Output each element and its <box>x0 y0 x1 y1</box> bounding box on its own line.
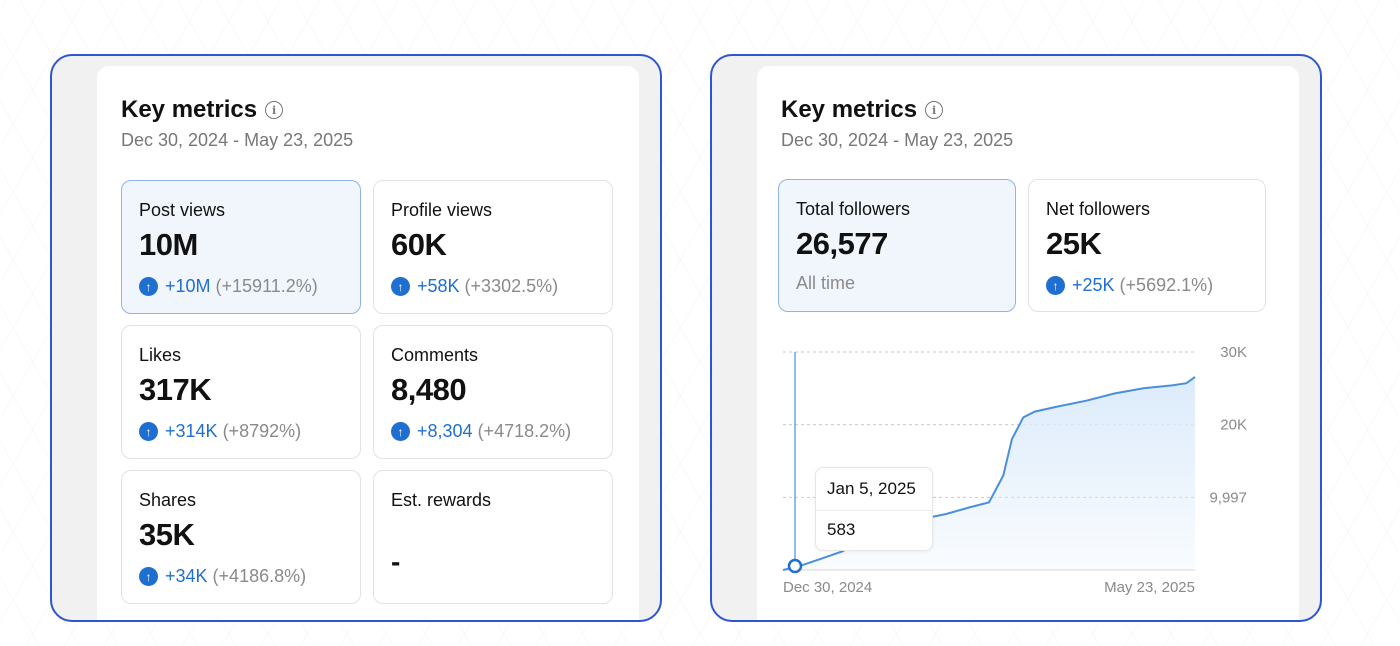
tile-percent: (+3302.5%) <box>464 276 559 296</box>
arrow-up-circle-icon: ↑ <box>391 277 410 296</box>
tile-value: 10M <box>139 227 198 262</box>
right-date-range: Dec 30, 2024 - May 23, 2025 <box>781 130 1014 150</box>
tooltip-divider <box>816 510 932 511</box>
tile-value: 26,577 <box>796 226 888 261</box>
tile-label: Likes <box>139 345 182 365</box>
tile-label: Comments <box>391 345 479 365</box>
tile-delta: +314K <box>165 421 218 441</box>
arrow-up-circle-icon: ↑ <box>1046 276 1065 295</box>
tile-comments[interactable]: Comments 8,480 ↑ +8,304 (+4718.2%) <box>373 325 613 459</box>
tile-delta: +58K <box>417 276 460 296</box>
tile-change: ↑ +25K (+5692.1%) <box>1046 275 1213 296</box>
tooltip-date: Jan 5, 2025 <box>827 479 916 498</box>
tile-value: 35K <box>139 517 195 552</box>
left-metrics-card: Key metrics i Dec 30, 2024 - May 23, 202… <box>97 66 639 620</box>
arrow-up-circle-icon: ↑ <box>139 567 158 586</box>
right-title-text: Key metrics <box>781 96 918 123</box>
tile-change: ↑ +8,304 (+4718.2%) <box>391 421 571 442</box>
tile-percent: (+15911.2%) <box>215 276 318 296</box>
tile-value: 25K <box>1046 226 1102 261</box>
tile-profile-views[interactable]: Profile views 60K ↑ +58K (+3302.5%) <box>373 180 613 314</box>
tile-total-followers[interactable]: Total followers 26,577 All time <box>778 179 1016 312</box>
tile-value: 60K <box>391 227 447 262</box>
tile-value: 8,480 <box>391 372 467 407</box>
tile-label: Total followers <box>796 199 911 219</box>
tile-change: ↑ +34K (+4186.8%) <box>139 566 306 587</box>
hover-point-marker <box>787 558 803 574</box>
tile-label: Post views <box>139 200 226 220</box>
tile-net-followers[interactable]: Net followers 25K ↑ +25K (+5692.1%) <box>1028 179 1266 312</box>
tile-percent: (+4186.8%) <box>212 566 307 586</box>
tile-delta: +10M <box>165 276 211 296</box>
tile-change: ↑ +10M (+15911.2%) <box>139 276 318 297</box>
right-key-metrics-title: Key metrics i <box>781 96 944 124</box>
right-panel-frame: Key metrics i Dec 30, 2024 - May 23, 202… <box>710 54 1322 622</box>
tile-likes[interactable]: Likes 317K ↑ +314K (+8792%) <box>121 325 361 459</box>
tile-label: Est. rewards <box>391 490 492 510</box>
arrow-up-circle-icon: ↑ <box>391 422 410 441</box>
tile-label: Net followers <box>1046 199 1151 219</box>
tile-subtext: All time <box>796 273 856 293</box>
left-title-text: Key metrics <box>121 96 258 123</box>
tile-change: ↑ +314K (+8792%) <box>139 421 301 442</box>
tile-label: Profile views <box>391 200 493 220</box>
tile-est-rewards[interactable]: Est. rewards - <box>373 470 613 604</box>
x-tick-label: Dec 30, 2024 <box>783 579 872 596</box>
right-metrics-card: Key metrics i Dec 30, 2024 - May 23, 202… <box>757 66 1299 620</box>
tile-delta: +8,304 <box>417 421 473 441</box>
page-heading-cut <box>0 0 1400 26</box>
left-key-metrics-title: Key metrics i <box>121 96 284 124</box>
tile-delta: +34K <box>165 566 208 586</box>
tile-shares[interactable]: Shares 35K ↑ +34K (+4186.8%) <box>121 470 361 604</box>
area-fill <box>783 376 1195 570</box>
info-icon[interactable]: i <box>265 101 284 119</box>
tile-percent: (+4718.2%) <box>477 421 572 441</box>
tile-label: Shares <box>139 490 197 510</box>
tile-percent: (+5692.1%) <box>1119 275 1214 295</box>
left-date-range: Dec 30, 2024 - May 23, 2025 <box>121 130 354 150</box>
tile-value: 317K <box>139 372 212 407</box>
y-tick-label: 20K <box>1220 417 1247 434</box>
arrow-up-circle-icon: ↑ <box>139 422 158 441</box>
followers-chart-svg[interactable]: 30K 20K 9,997 Dec 30, 2024 May 23, 2025 <box>777 326 1277 606</box>
y-tick-label: 30K <box>1220 344 1247 361</box>
tile-delta: +25K <box>1072 275 1115 295</box>
followers-chart[interactable]: 30K 20K 9,997 Dec 30, 2024 May 23, 2025 Jan … <box>777 326 1277 606</box>
info-icon[interactable]: i <box>925 101 944 119</box>
tile-value: - <box>391 546 401 577</box>
arrow-up-circle-icon: ↑ <box>139 277 158 296</box>
left-panel-frame: Key metrics i Dec 30, 2024 - May 23, 202… <box>50 54 662 622</box>
x-tick-label: May 23, 2025 <box>1104 579 1195 596</box>
chart-tooltip: Jan 5, 2025 583 <box>815 467 933 551</box>
tile-post-views[interactable]: Post views 10M ↑ +10M (+15911.2%) <box>121 180 361 314</box>
tile-change: ↑ +58K (+3302.5%) <box>391 276 558 297</box>
y-tick-label: 9,997 <box>1209 489 1247 506</box>
tile-percent: (+8792%) <box>222 421 302 441</box>
tooltip-value: 583 <box>827 520 856 539</box>
